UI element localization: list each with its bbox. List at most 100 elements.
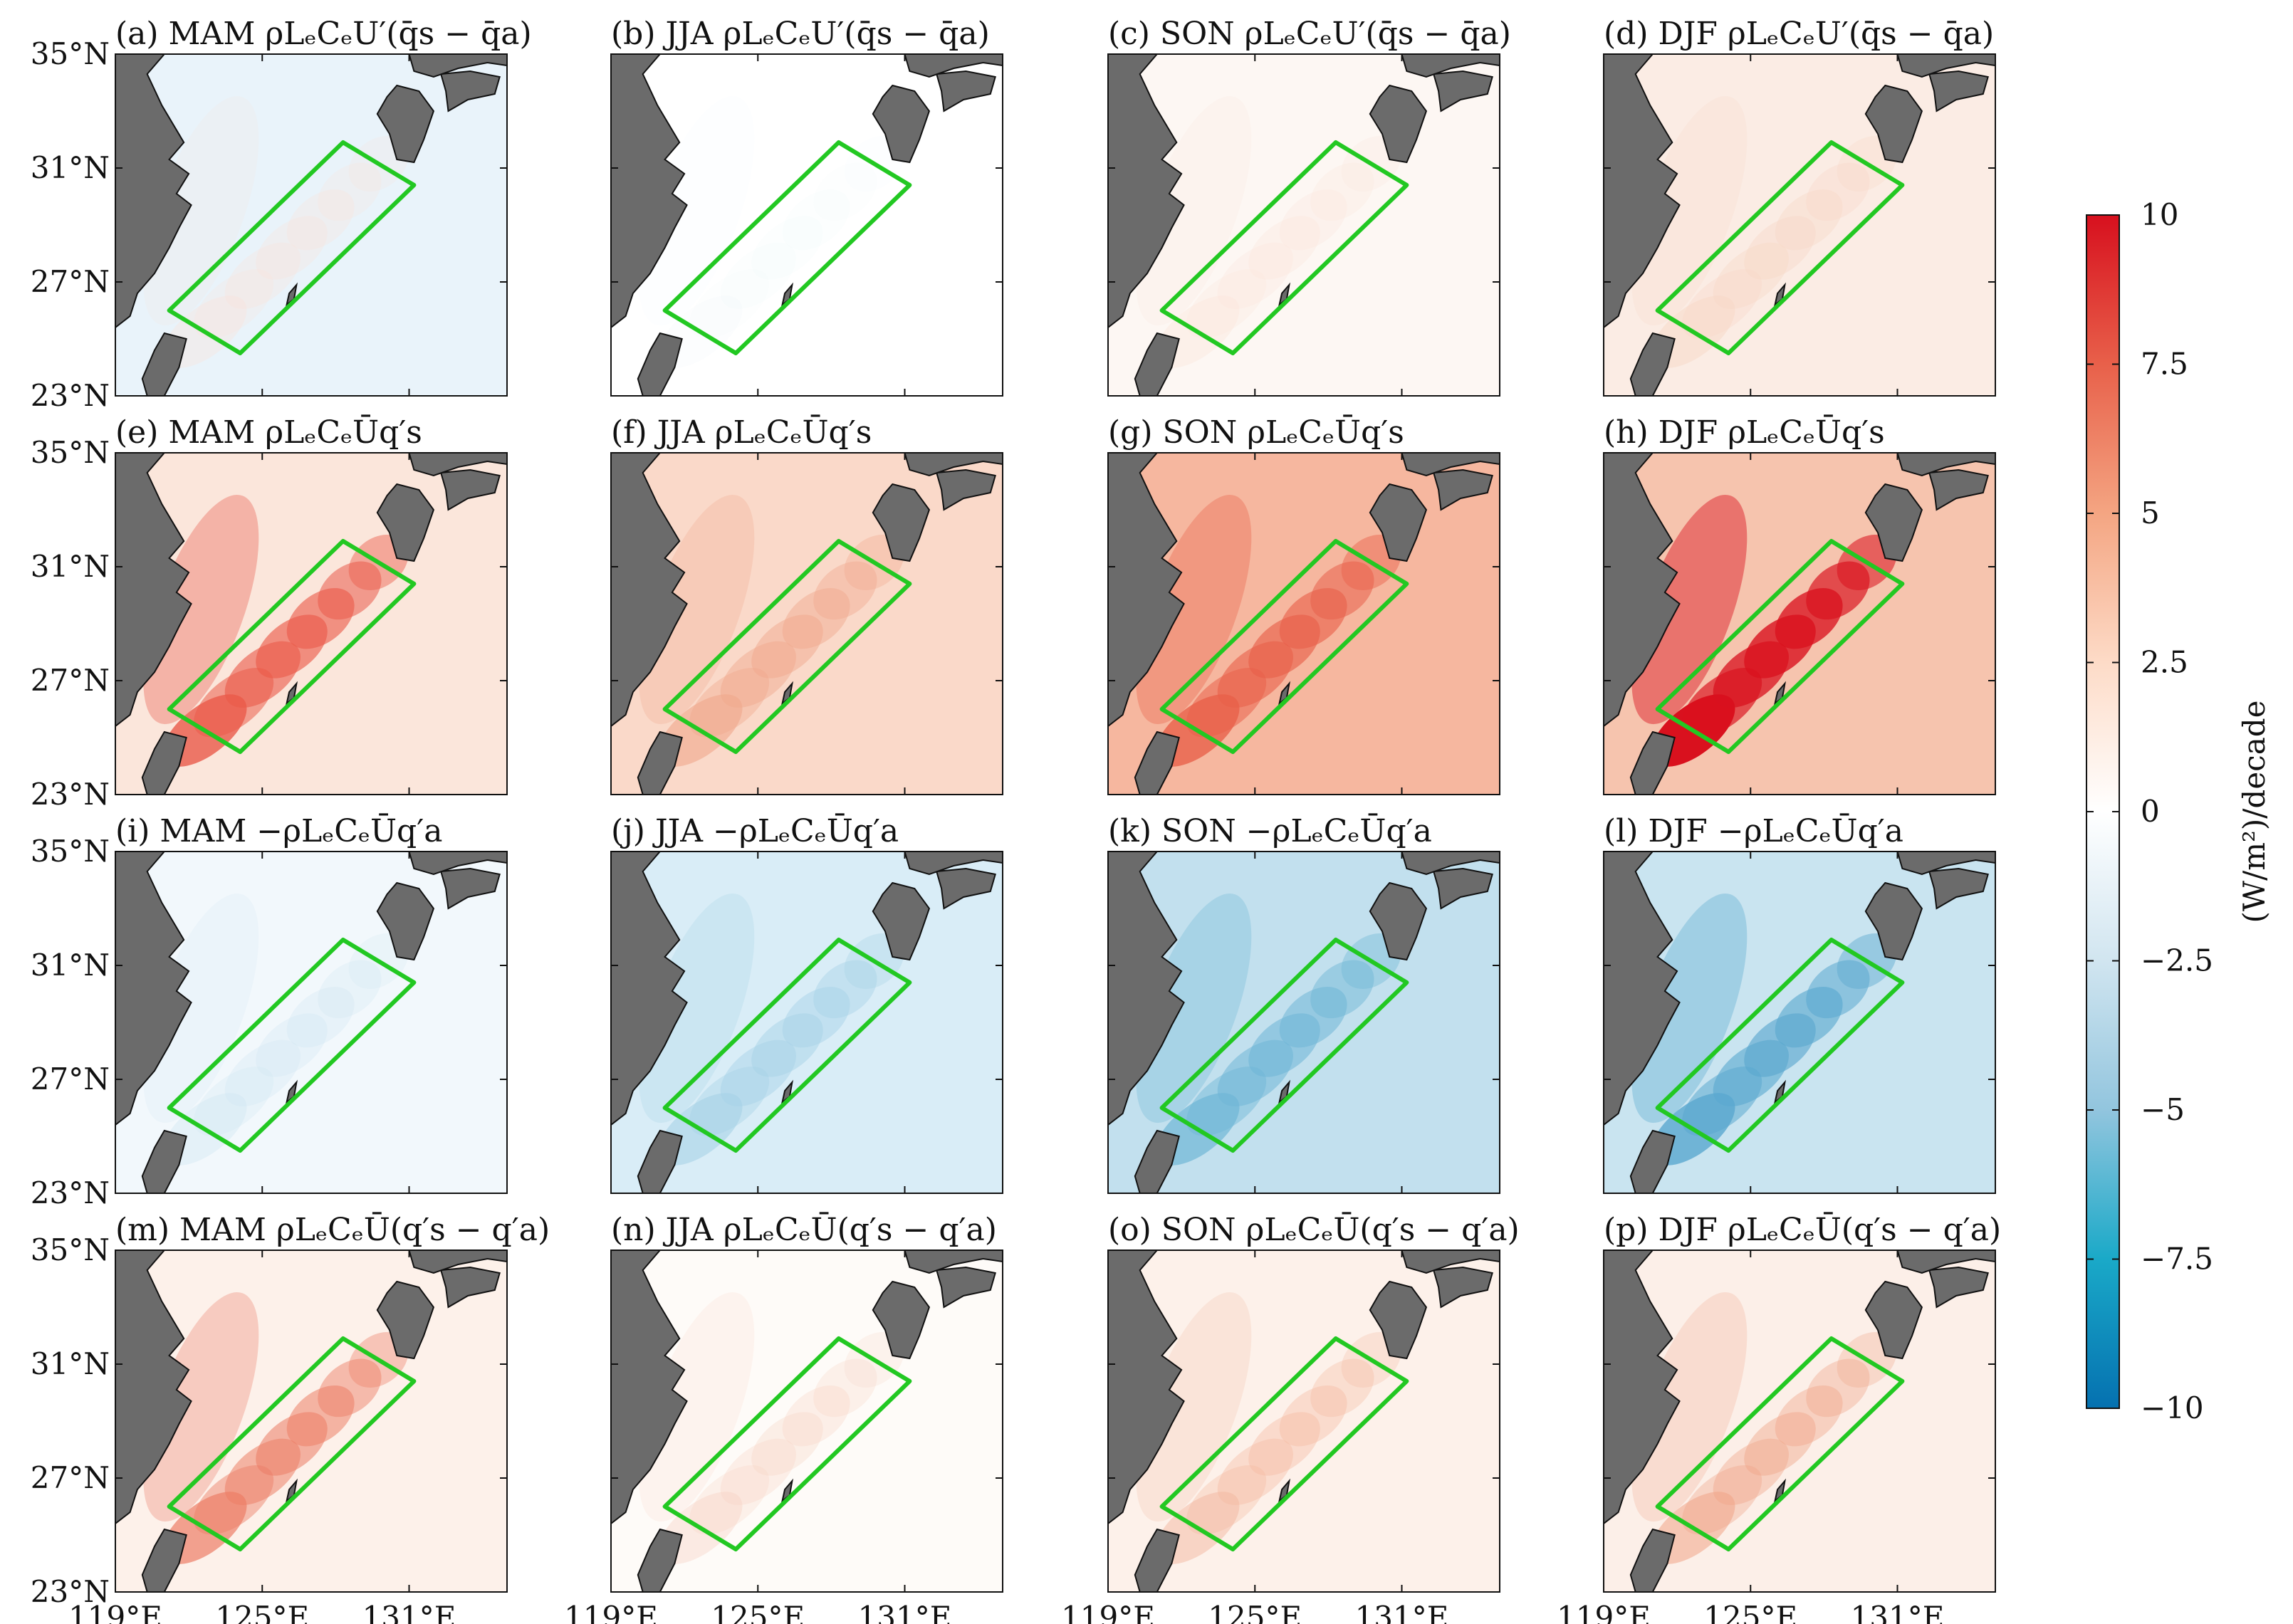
land-kyushu [872, 881, 931, 961]
panel-field [115, 852, 507, 1193]
x-tick-label: 131°E [1851, 1600, 1945, 1624]
field-anomaly-blob [782, 986, 850, 1048]
field-anomaly-blob [689, 1465, 770, 1535]
land-china [611, 852, 688, 1126]
panel-title: (p) DJF ρLₑCₑŪ(q′s − q′a) [1604, 1211, 2001, 1248]
panel-title: (j) JJA −ρLₑCₑŪq′a [611, 812, 899, 849]
land-honshu [408, 453, 507, 477]
kuroshio-box [662, 140, 912, 355]
land-honshu [904, 1250, 1003, 1274]
land-kyushu [1369, 483, 1428, 562]
field-anomaly-blob [1775, 189, 1843, 251]
kuroshio-box [1655, 539, 1905, 754]
panel-title: (n) JJA ρLₑCₑŪ(q′s − q′a) [611, 1211, 997, 1248]
land-china [1108, 453, 1185, 728]
x-tick-label: 125°E [711, 1600, 805, 1624]
land-china [115, 1250, 192, 1525]
panel-title: (b) JJA ρLₑCₑU′(q̄s − q̄a) [611, 16, 990, 52]
y-tick-label: 27°N [31, 663, 110, 698]
land-taiwan [141, 730, 187, 795]
panel-title: (c) SON ρLₑCₑU′(q̄s − q̄a) [1108, 16, 1511, 52]
field-coastal-band [1136, 494, 1252, 725]
field-anomaly-blob [813, 1358, 877, 1418]
land-kyushu [376, 1280, 435, 1360]
panel-frame [1603, 53, 1996, 397]
land-china [611, 453, 688, 728]
field-anomaly-blob [1744, 1412, 1816, 1476]
kuroshio-box [662, 938, 912, 1153]
field-anomaly-blob [1186, 268, 1267, 339]
land-honshu [408, 54, 507, 78]
field-anomaly-blob [813, 162, 877, 221]
land-taiwan [1134, 1528, 1180, 1592]
land-kyushu [1369, 1280, 1428, 1360]
field-anomaly-blob [1806, 1358, 1870, 1418]
panel-title: (h) DJF ρLₑCₑŪq′s [1604, 414, 1885, 451]
field-anomaly-blob [813, 960, 877, 1019]
land-taiwan [141, 1129, 187, 1193]
land-shikoku [1432, 70, 1493, 112]
land-shikoku [439, 70, 501, 112]
x-tick-label: 125°E [215, 1600, 309, 1624]
panel-field [1108, 852, 1500, 1193]
panel-frame [1603, 452, 1996, 795]
land-honshu [1401, 1250, 1500, 1274]
panel-field [611, 54, 1003, 396]
field-coastal-band [639, 1292, 755, 1522]
colorbar-tick-label: −2.5 [2141, 943, 2213, 978]
field-anomaly-blob [782, 1385, 850, 1447]
field-anomaly-blob [1248, 216, 1320, 280]
map-panel-d: (d) DJF ρLₑCₑU′(q̄s − q̄a) [1603, 16, 1996, 397]
land-taiwan [1134, 1129, 1180, 1193]
land-china [1604, 1250, 1681, 1525]
y-tick-label: 27°N [31, 264, 110, 299]
land-shikoku [439, 867, 501, 910]
x-tick-label: 119°E [564, 1600, 658, 1624]
land-taiwan [1629, 332, 1676, 396]
field-anomaly-blob [1279, 986, 1347, 1048]
field-anomaly-blob [1310, 1358, 1374, 1418]
land-taiwan [1629, 1129, 1676, 1193]
land-honshu [1896, 1250, 1995, 1274]
field-anomaly-blob [224, 1039, 301, 1106]
land-taiwan [1629, 1528, 1676, 1592]
field-anomaly-blob [782, 189, 850, 251]
land-china [1108, 54, 1185, 329]
land-china [1604, 54, 1681, 329]
panel-field [611, 852, 1003, 1193]
panel-title: (a) MAM ρLₑCₑU′(q̄s − q̄a) [115, 16, 532, 52]
map-panel-o: 119°E 125°E 131°E (o) SON ρLₑCₑŪ(q′s − q′a) [1061, 1211, 1520, 1624]
field-coastal-band [1136, 95, 1252, 326]
field-coastal-band [1136, 1292, 1252, 1522]
land-kyushu [1864, 1280, 1923, 1360]
land-taiwan [1629, 730, 1676, 795]
x-tick-label: 131°E [362, 1600, 456, 1624]
panel-field [611, 1250, 1003, 1592]
map-panel-e: 35°N 31°N 27°N 23°N (e) MAM ρLₑCₑŪq′s [31, 414, 508, 812]
panel-title: (k) SON −ρLₑCₑŪq′a [1108, 812, 1432, 849]
colorbar-tick-label: 0 [2141, 794, 2160, 829]
x-tick-label: 125°E [1703, 1600, 1797, 1624]
x-tick-label: 131°E [1355, 1600, 1449, 1624]
colorbar-tick-label: 5 [2141, 496, 2160, 530]
land-taiwan [637, 332, 683, 396]
land-kyushu [376, 881, 435, 961]
map-panel-c: (c) SON ρLₑCₑU′(q̄s − q̄a) [1107, 16, 1511, 397]
x-tick-label: 119°E [1557, 1600, 1651, 1624]
land-honshu [1896, 54, 1995, 78]
land-shikoku [1432, 1266, 1493, 1309]
land-taiwan [1134, 332, 1180, 396]
field-anomaly-blob [1775, 1385, 1843, 1447]
field-anomaly-blob [751, 1412, 823, 1476]
land-shikoku [439, 1266, 501, 1309]
land-taiwan [1134, 730, 1180, 795]
panel-frame [1107, 1250, 1500, 1593]
x-tick-label: 119°E [1061, 1600, 1155, 1624]
field-anomaly-blob [1217, 1438, 1293, 1505]
land-honshu [1401, 852, 1500, 876]
colorbar-label: (W/m²)/decade [2237, 701, 2272, 923]
field-coastal-band [1631, 1292, 1748, 1522]
land-kyushu [376, 483, 435, 562]
panel-title: (e) MAM ρLₑCₑŪq′s [115, 414, 422, 451]
